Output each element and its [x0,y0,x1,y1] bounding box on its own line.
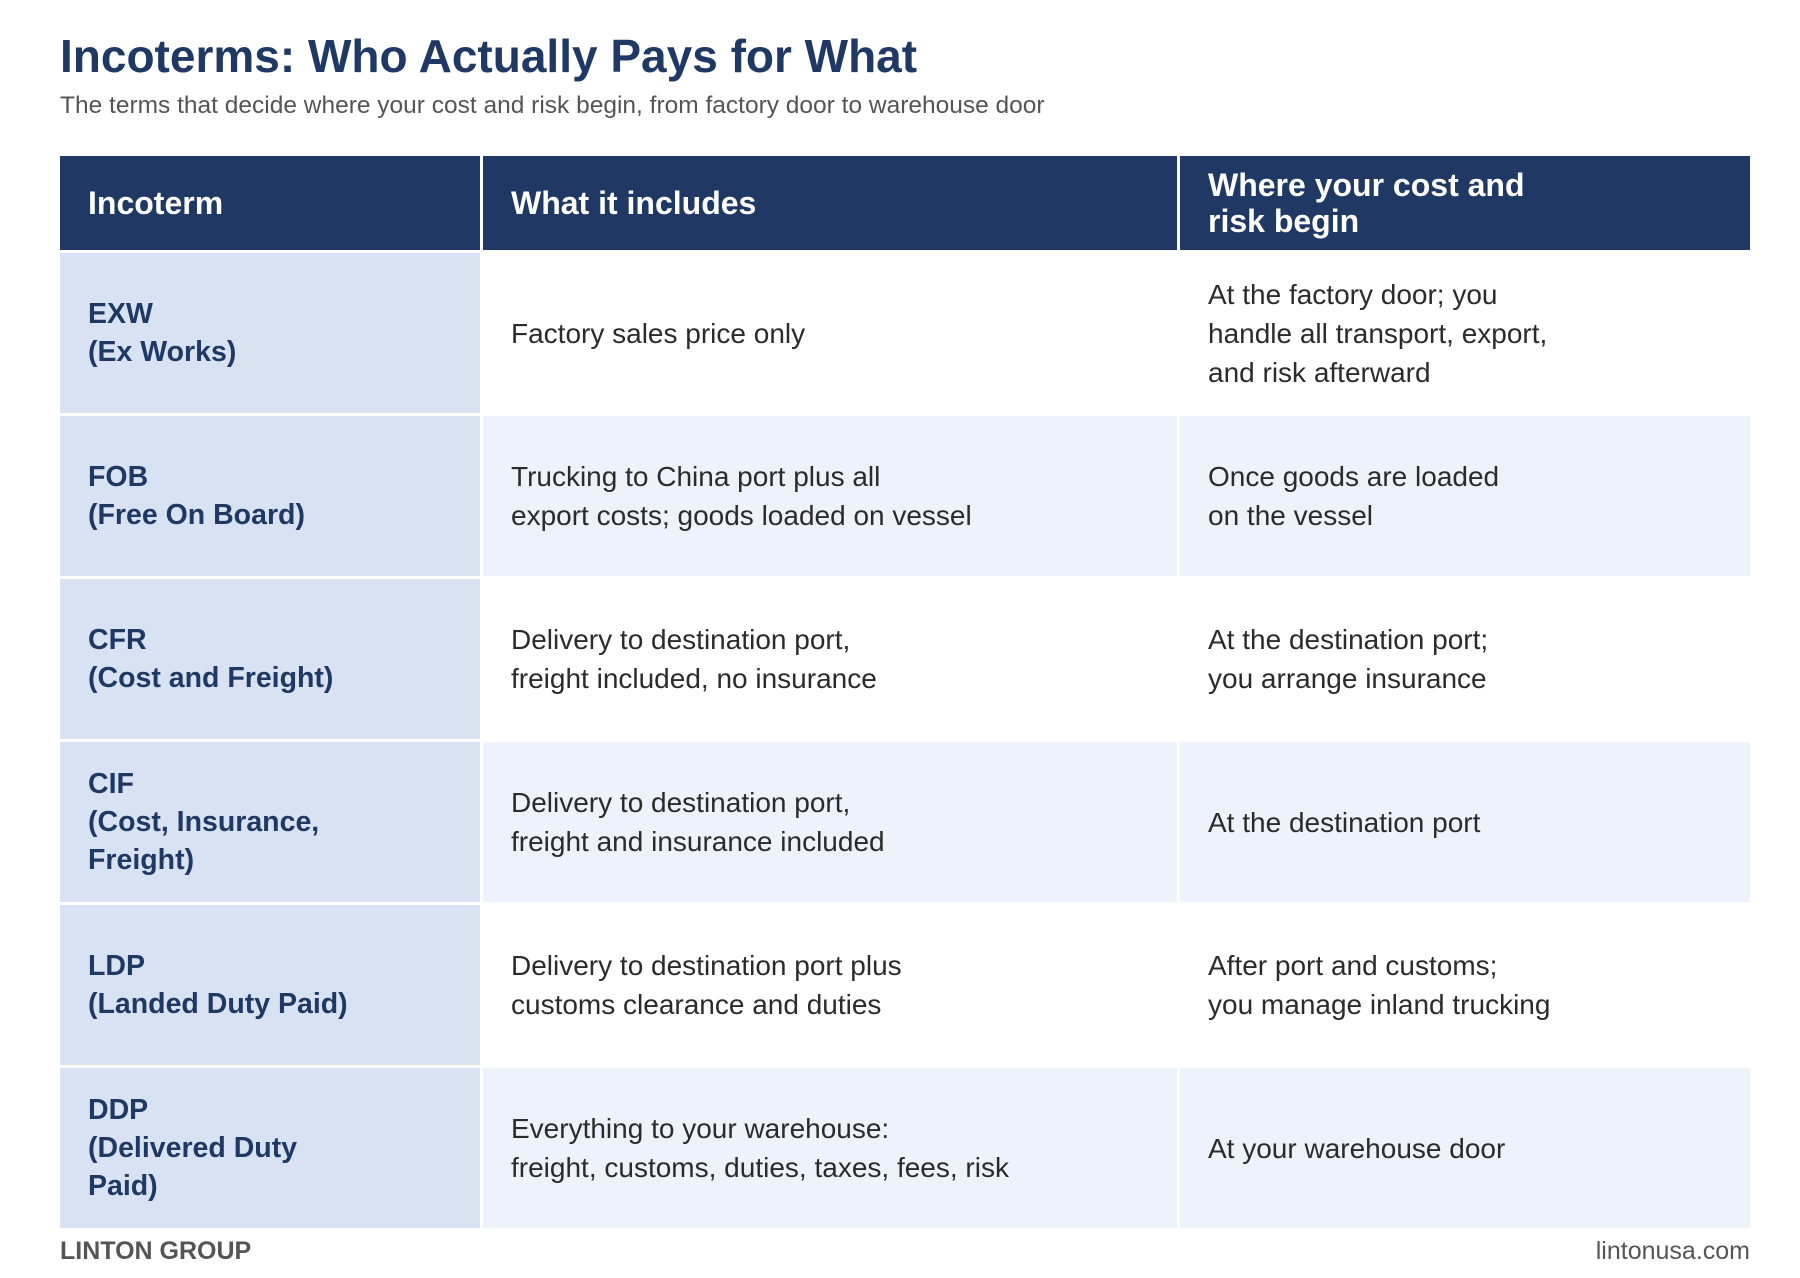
term-cell-fob: FOB (Free On Board) [60,416,480,576]
includes-cell-ldp: Delivery to destination port plus custom… [483,905,1177,1065]
includes-cell-ddp: Everything to your warehouse: freight, c… [483,1068,1177,1228]
risk-cell-ddp: At your warehouse door [1180,1068,1750,1228]
risk-cell-ldp: After port and customs; you manage inlan… [1180,905,1750,1065]
footer-brand: LINTON GROUP [60,1237,252,1265]
column-header-incoterm: Incoterm [60,156,480,250]
includes-cell-cif: Delivery to destination port, freight an… [483,742,1177,902]
term-cell-ddp: DDP (Delivered Duty Paid) [60,1068,480,1228]
risk-cell-cif: At the destination port [1180,742,1750,902]
term-cell-cfr: CFR (Cost and Freight) [60,579,480,739]
column-header-includes: What it includes [483,156,1177,250]
page-subtitle: The terms that decide where your cost an… [60,92,1045,119]
column-header-cost-risk: Where your cost and risk begin [1180,156,1750,250]
risk-cell-cfr: At the destination port; you arrange ins… [1180,579,1750,739]
incoterms-table: Incoterm What it includes Where your cos… [60,156,1750,1228]
term-cell-ldp: LDP (Landed Duty Paid) [60,905,480,1065]
risk-cell-exw: At the factory door; you handle all tran… [1180,253,1750,413]
term-cell-cif: CIF (Cost, Insurance, Freight) [60,742,480,902]
risk-cell-fob: Once goods are loaded on the vessel [1180,416,1750,576]
page-title: Incoterms: Who Actually Pays for What [60,30,918,82]
term-cell-exw: EXW (Ex Works) [60,253,480,413]
includes-cell-cfr: Delivery to destination port, freight in… [483,579,1177,739]
includes-cell-exw: Factory sales price only [483,253,1177,413]
includes-cell-fob: Trucking to China port plus all export c… [483,416,1177,576]
footer-url: lintonusa.com [1595,1237,1750,1265]
